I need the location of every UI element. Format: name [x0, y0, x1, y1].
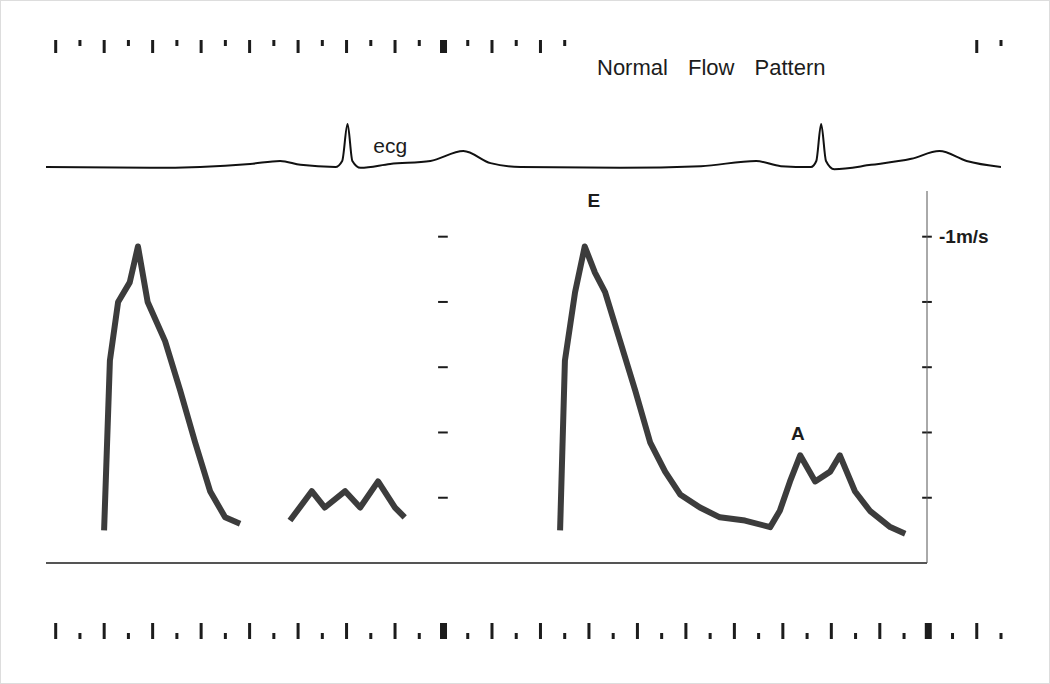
svg-text:A: A: [791, 423, 805, 444]
svg-text:-1m/s: -1m/s: [939, 226, 989, 247]
svg-text:E: E: [588, 190, 601, 211]
html-text:Normal Flow Pattern: Normal Flow Pattern: [597, 55, 826, 80]
svg-text:ecg: ecg: [373, 134, 407, 157]
